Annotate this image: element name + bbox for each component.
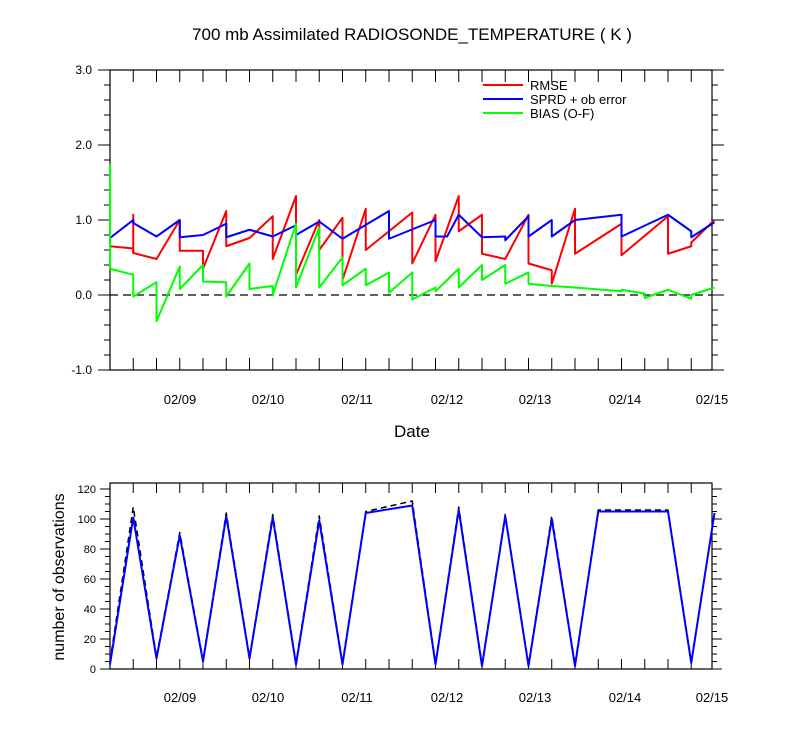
y-tick-label: 3.0 <box>75 63 92 77</box>
y-tick-label: 60 <box>84 574 96 586</box>
x-axis-label: Date <box>394 422 430 441</box>
legend-label: SPRD + ob error <box>530 92 627 107</box>
y-tick-label: 80 <box>84 544 96 556</box>
legend-label: BIAS (O-F) <box>530 106 594 121</box>
series-line-rmse <box>109 167 135 253</box>
x-tick-label: 02/15 <box>696 392 729 407</box>
chart-title: 700 mb Assimilated RADIOSONDE_TEMPERATUR… <box>192 25 632 44</box>
x-tick-label: 02/13 <box>519 690 552 705</box>
y-tick-label: 0 <box>90 664 96 676</box>
y-tick-label: 20 <box>84 634 96 646</box>
y-tick-label: -1.0 <box>71 363 92 377</box>
observations-dashed-line <box>109 500 716 666</box>
x-tick-label: 02/14 <box>609 392 642 407</box>
y-tick-label: 2.0 <box>75 138 92 152</box>
observations-solid-line <box>109 504 716 667</box>
x-tick-label: 02/10 <box>252 392 285 407</box>
series-line-rmse <box>132 195 716 285</box>
x-tick-label: 02/11 <box>341 690 373 705</box>
x-tick-label: 02/10 <box>252 690 285 705</box>
x-tick-label: 02/09 <box>164 690 197 705</box>
legend-label: RMSE <box>530 78 568 93</box>
y-tick-label: 1.0 <box>75 213 92 227</box>
top-plot-area: -1.0 0.0 1.0 2.0 3.0 02/09 02/10 02/11 02/12 02/1… <box>71 63 728 407</box>
y-tick-label: 120 <box>78 484 96 496</box>
bottom-plot-frame <box>109 482 713 670</box>
y-tick-label: 40 <box>84 604 96 616</box>
y-tick-label: 100 <box>78 514 96 526</box>
x-tick-label: 02/12 <box>431 690 464 705</box>
x-tick-label: 02/15 <box>696 690 729 705</box>
y-axis-label: number of observations <box>51 493 68 660</box>
series-line-bias-o-f- <box>109 163 715 323</box>
x-tick-label: 02/14 <box>609 690 642 705</box>
x-tick-label: 02/09 <box>164 392 197 407</box>
x-tick-label: 02/13 <box>519 392 552 407</box>
x-tick-label: 02/12 <box>431 392 464 407</box>
x-tick-label: 02/11 <box>341 392 373 407</box>
series-line-sprd-ob-error <box>109 210 716 242</box>
y-tick-label: 0.0 <box>75 288 92 302</box>
bottom-plot-area: 0 20 40 60 80 100 120 02/09 02/10 02/11 02/12 02/13… <box>78 482 729 705</box>
